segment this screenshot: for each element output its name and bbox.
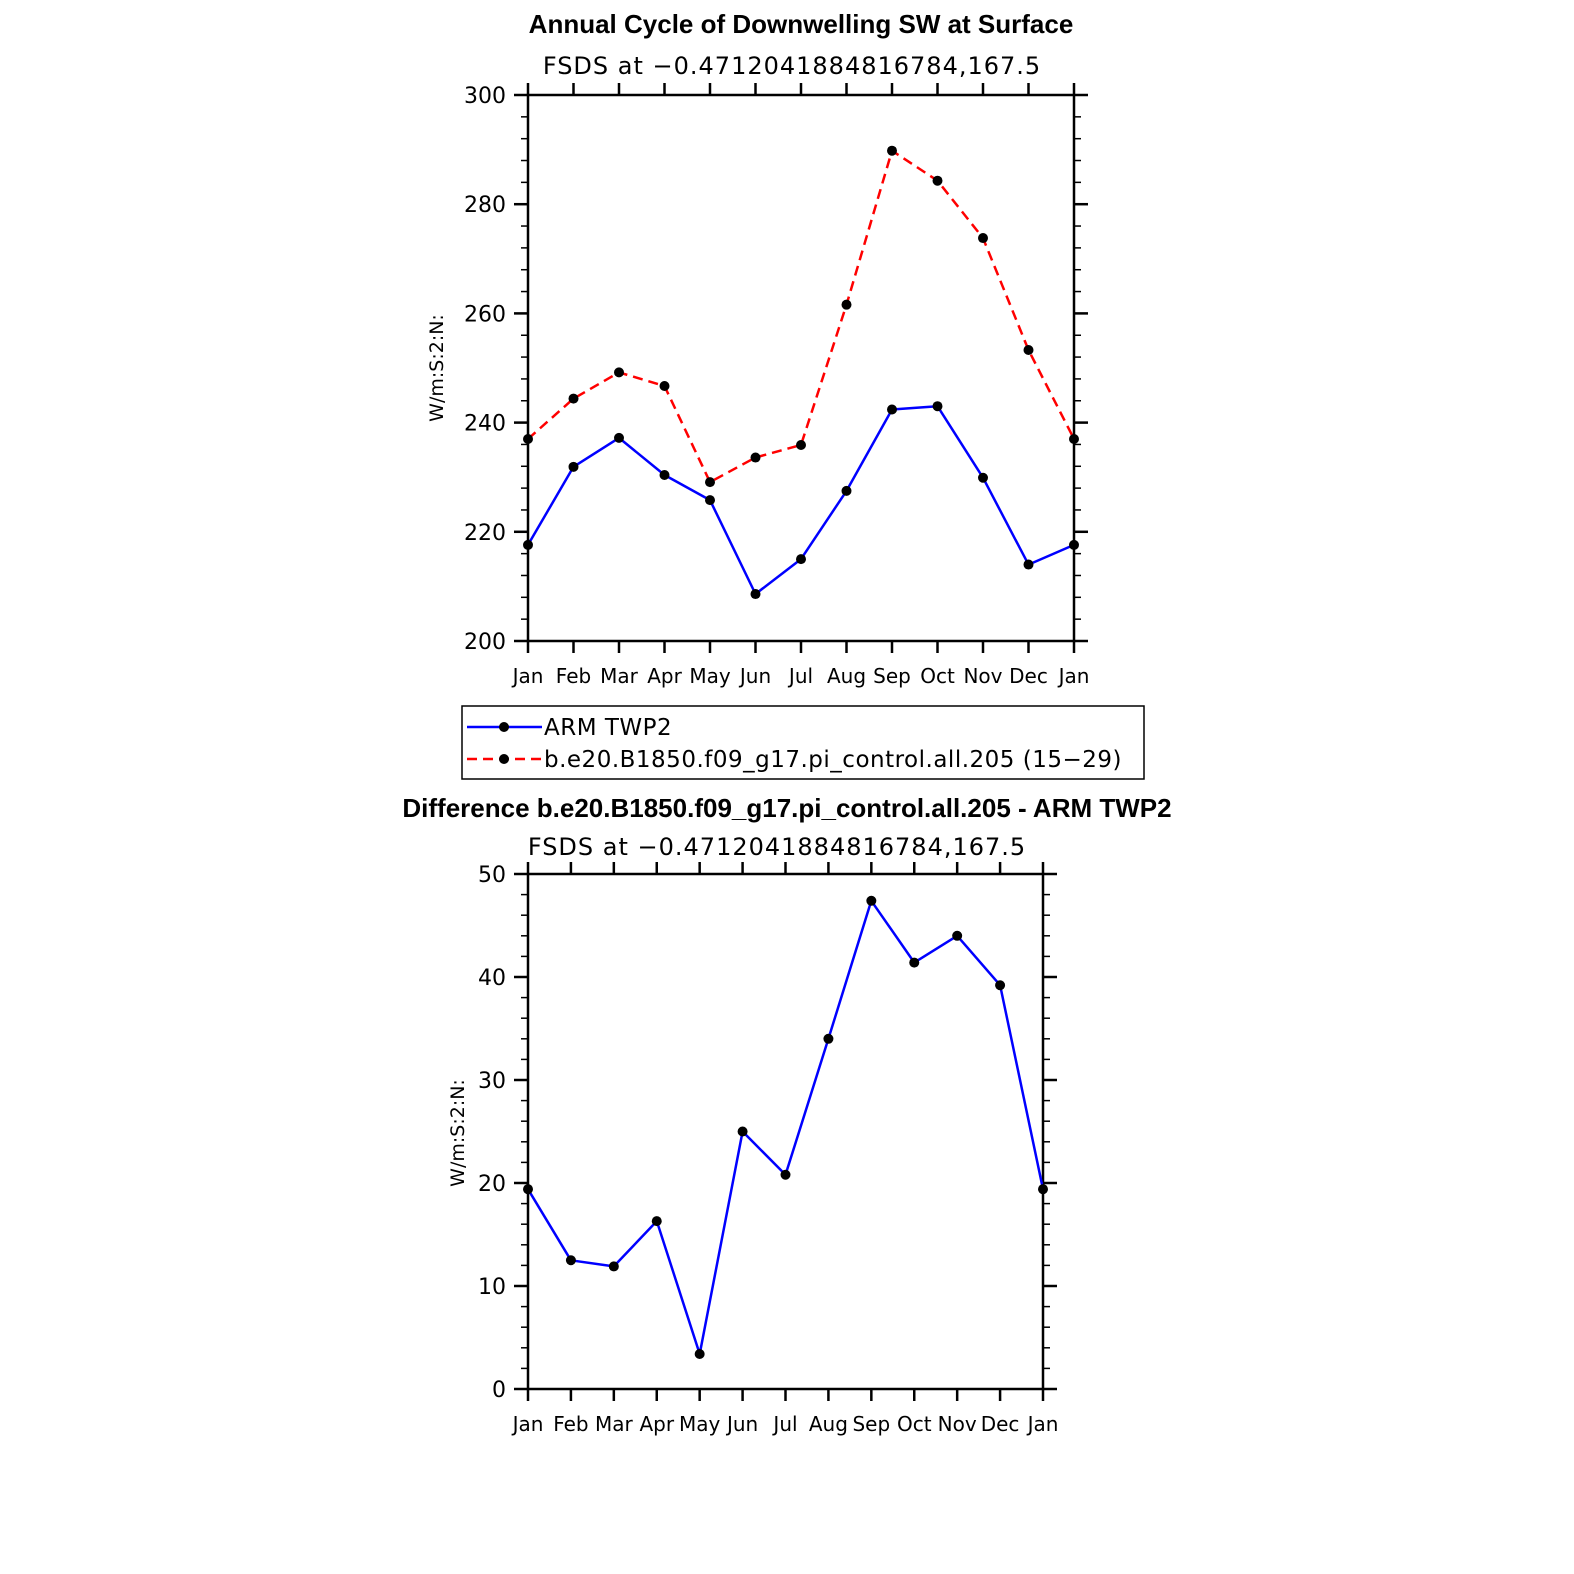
panel1-series-1-point [705, 477, 715, 488]
panel2-x-tick-label: Aug [809, 1412, 848, 1436]
panel2-series [523, 895, 1048, 1359]
panel1-subtitle: FSDS at −0.4712041884816784,167.5 [543, 52, 1041, 80]
panel1-series-1-point [796, 439, 806, 450]
panel2-y-tick-label: 30 [478, 1069, 506, 1094]
legend-marker-arm-twp2 [499, 722, 509, 732]
panel1-x-tick-label: Mar [600, 664, 639, 688]
panel2-x-tick-label: Sep [852, 1412, 890, 1436]
panel1-series-1-point [887, 145, 897, 156]
panel1-series-0-point [705, 495, 715, 506]
legend-marker-model [499, 754, 509, 764]
panel1-x-tick-label: Jan [511, 664, 544, 688]
panel1-title: Annual Cycle of Downwelling SW at Surfac… [529, 9, 1074, 39]
panel2-series-0-point [737, 1126, 748, 1137]
panel1-x-tick-label: Jun [738, 664, 771, 688]
panel2-x-tick-label: Jan [1026, 1412, 1059, 1436]
panel1-y-axis-label: W/m:S:2:N: [426, 314, 448, 422]
panel1-series-1-point [841, 299, 852, 310]
panel1-series-1-point [1069, 433, 1079, 444]
panel2-series-0-point [995, 980, 1006, 991]
panel1-x-tick-label: May [689, 664, 731, 688]
panel1-x-tick-label: Nov [963, 664, 1002, 688]
panel1-series-1-point [978, 233, 988, 244]
panel2-series-0-point [523, 1184, 533, 1195]
panel1-series-0-point [887, 404, 897, 415]
panel1-x-tick-label: Feb [556, 664, 591, 688]
legend-entry-arm-twp2: ARM TWP2 [467, 715, 672, 741]
panel2-series-0-point [823, 1033, 834, 1044]
panel2-x-tick-label: Mar [595, 1412, 634, 1436]
panel1-series-1-point [750, 452, 761, 463]
panel1-x-tick-label: Apr [647, 664, 682, 688]
panel1-series-0-point [750, 589, 761, 600]
panel1-y-tick-label: 200 [464, 630, 506, 655]
difference-panel: Difference b.e20.B1850.f09_g17.pi_contro… [402, 793, 1171, 1436]
legend: ARM TWP2 b.e20.B1850.f09_g17.pi_control.… [461, 705, 1145, 780]
panel2-x-tick-label: Apr [639, 1412, 674, 1436]
panel2-x-tick-label: Oct [897, 1412, 932, 1436]
panel1-series-0-point [614, 432, 624, 443]
panel1-y-tick-label: 300 [464, 84, 506, 109]
panel1-series-0-point [1023, 559, 1034, 570]
panel2-series-0-point [1038, 1184, 1048, 1195]
panel2-y-tick-label: 10 [478, 1275, 506, 1300]
panel1-x-tick-label: Jan [1057, 664, 1090, 688]
panel2-series-0-point [780, 1169, 791, 1180]
panel2-axes: 0 10 20 30 40 50 Jan Feb Mar Apr May Jun Jul Aug Sep Oc… [478, 862, 1058, 1436]
panel2-series-0-point [651, 1216, 662, 1227]
panel1-series-1-point [932, 175, 943, 186]
panel2-x-tick-label: Jan [511, 1412, 544, 1436]
panel1-series-1-point [659, 381, 670, 392]
panel2-title: Difference b.e20.B1850.f09_g17.pi_contro… [402, 793, 1171, 823]
panel2-x-tick-label: Nov [938, 1412, 977, 1436]
panel2-x-tick-label: Dec [981, 1412, 1020, 1436]
panel2-series-0-point [866, 895, 877, 906]
panel1-x-tick-label: Sep [873, 664, 911, 688]
panel2-y-tick-label: 20 [478, 1172, 506, 1197]
panel1-series-0-point [932, 401, 943, 412]
legend-box [461, 705, 1145, 780]
panel1-series-0-point [523, 539, 533, 550]
panel1-y-tick-label: 260 [464, 302, 506, 327]
panel1-series-1-point [523, 433, 533, 444]
panel1-x-tick-label: Jul [787, 664, 813, 688]
panel1-y-tick-label: 240 [464, 412, 506, 437]
legend-label-model: b.e20.B1850.f09_g17.pi_control.all.205 (… [544, 747, 1122, 773]
panel2-y-tick-label: 40 [478, 966, 506, 991]
panel2-x-tick-label: Jun [725, 1412, 758, 1436]
panel1-x-tick-label: Aug [827, 664, 866, 688]
panel2-series-0-point [909, 957, 920, 968]
panel2-x-tick-label: May [679, 1412, 721, 1436]
panel1-series-0-point [659, 470, 670, 481]
panel2-series-0-point [565, 1255, 576, 1266]
panel2-subtitle: FSDS at −0.4712041884816784,167.5 [528, 833, 1026, 861]
panel2-y-tick-label: 50 [478, 863, 506, 888]
panel2-x-tick-label: Jul [771, 1412, 797, 1436]
panel1-series [523, 145, 1079, 600]
panel1-y-tick-label: 220 [464, 521, 506, 546]
panel2-series-0-point [608, 1261, 619, 1272]
panel2-y-tick-label: 0 [492, 1378, 506, 1403]
panel2-x-tick-label: Feb [553, 1412, 588, 1436]
panel2-y-axis-label: W/m:S:2:N: [447, 1079, 469, 1187]
panel1-series-0-point [1069, 539, 1079, 550]
annual-cycle-panel: Annual Cycle of Downwelling SW at Surfac… [426, 9, 1145, 780]
panel1-x-tick-label: Dec [1009, 664, 1048, 688]
panel2-series-0-point [952, 930, 963, 941]
panel1-series-0-point [841, 485, 852, 496]
panel1-series-0-point [978, 472, 988, 483]
panel2-series-0-point [694, 1348, 705, 1359]
panel1-series-1-point [614, 367, 624, 378]
panel1-series-1-point [1023, 344, 1034, 355]
legend-label-arm-twp2: ARM TWP2 [544, 715, 672, 741]
panel1-series-0-point [568, 461, 579, 472]
panel1-series-1-point [568, 393, 579, 404]
panel1-x-tick-label: Oct [920, 664, 955, 688]
panel1-axes: 200 220 240 260 280 300 Jan Feb Mar Apr May Jun Jul A… [464, 83, 1089, 688]
panel1-y-tick-label: 280 [464, 193, 506, 218]
panel1-series-0-point [796, 554, 806, 565]
legend-entry-model: b.e20.B1850.f09_g17.pi_control.all.205 (… [467, 747, 1122, 773]
